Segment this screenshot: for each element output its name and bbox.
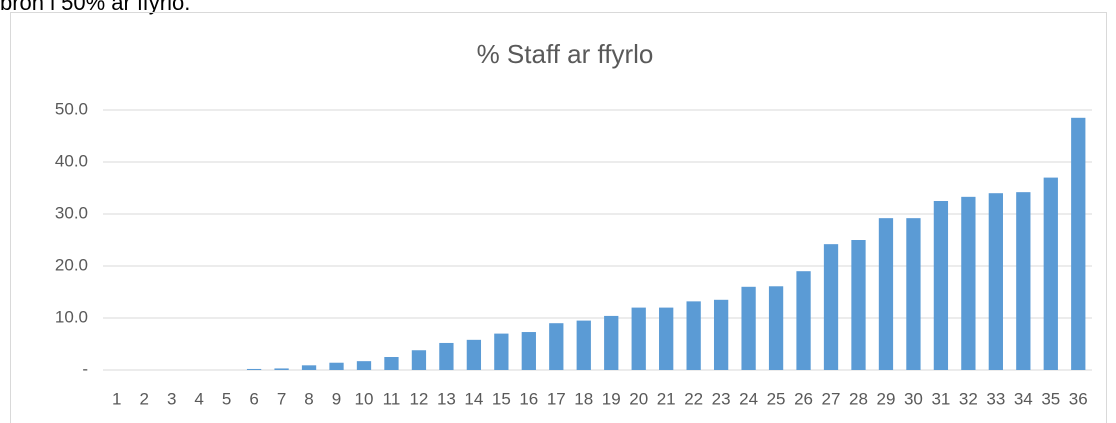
x-tick-label: 10 (355, 389, 374, 408)
x-tick-label: 36 (1069, 389, 1088, 408)
x-tick-label: 27 (822, 389, 841, 408)
x-tick-label: 13 (437, 389, 456, 408)
bar (768, 286, 784, 370)
bar (274, 368, 289, 370)
bar (576, 320, 591, 370)
bar (796, 271, 811, 370)
bar (329, 362, 344, 370)
bar (466, 339, 482, 370)
x-tick-label: 26 (794, 389, 813, 408)
x-tick-label: 4 (194, 389, 203, 408)
chart-title: % Staff ar ffyrlo (477, 39, 654, 69)
y-tick-label: 30.0 (55, 203, 88, 222)
bar (659, 307, 674, 370)
bar (1016, 192, 1031, 370)
x-tick-label: 30 (904, 389, 923, 408)
x-tick-label: 31 (931, 389, 950, 408)
bar (906, 218, 921, 370)
x-tick-label: 24 (739, 389, 758, 408)
x-tick-label: 23 (712, 389, 731, 408)
x-tick-label: 7 (277, 389, 286, 408)
page-text: bron i 50% ar ffyrlo. (0, 0, 190, 15)
x-tick-label: 8 (304, 389, 313, 408)
x-tick-label: 9 (332, 389, 341, 408)
bar (713, 299, 729, 370)
bar (851, 240, 866, 370)
x-tick-label: 19 (602, 389, 621, 408)
y-tick-label: 40.0 (55, 151, 88, 170)
bar (686, 301, 701, 370)
bar (384, 357, 399, 370)
bar (301, 365, 317, 370)
y-tick-label: 50.0 (55, 99, 88, 118)
x-tick-label: 16 (519, 389, 538, 408)
x-tick-label: 3 (167, 389, 176, 408)
y-tick-label: - (82, 359, 88, 378)
bar (521, 332, 536, 370)
x-tick-label: 32 (959, 389, 978, 408)
x-tick-label: 15 (492, 389, 511, 408)
bar (1071, 117, 1086, 370)
bar (356, 361, 372, 370)
x-tick-label: 20 (629, 389, 648, 408)
x-tick-label: 1 (112, 389, 121, 408)
x-tick-label: 12 (409, 389, 428, 408)
chart-border (10, 12, 1107, 423)
bar (1043, 177, 1058, 370)
x-tick-label: 5 (222, 389, 231, 408)
bar (604, 315, 619, 370)
bar (549, 323, 564, 370)
x-tick-label: 17 (547, 389, 566, 408)
bar (439, 342, 454, 370)
bar (823, 244, 839, 370)
x-tick-label: 2 (139, 389, 148, 408)
x-tick-label: 33 (986, 389, 1005, 408)
x-tick-label: 11 (383, 389, 401, 408)
x-tick-label: 22 (684, 389, 703, 408)
bar (494, 333, 509, 370)
bar (411, 350, 427, 370)
x-tick-label: 21 (657, 389, 676, 408)
y-tick-label: 10.0 (55, 307, 88, 326)
x-tick-label: 25 (767, 389, 786, 408)
bar (878, 218, 894, 370)
x-tick-label: 18 (574, 389, 593, 408)
x-tick-label: 34 (1014, 389, 1033, 408)
bar (988, 193, 1003, 370)
y-tick-label: 20.0 (55, 255, 88, 274)
bar (961, 196, 976, 370)
x-tick-label: 35 (1041, 389, 1060, 408)
x-tick-label: 29 (876, 389, 895, 408)
x-tick-label: 28 (849, 389, 868, 408)
bar (631, 307, 646, 370)
bar (741, 286, 756, 370)
bar (933, 201, 949, 370)
x-tick-label: 6 (249, 389, 258, 408)
bar (246, 368, 262, 370)
x-tick-label: 14 (464, 389, 483, 408)
